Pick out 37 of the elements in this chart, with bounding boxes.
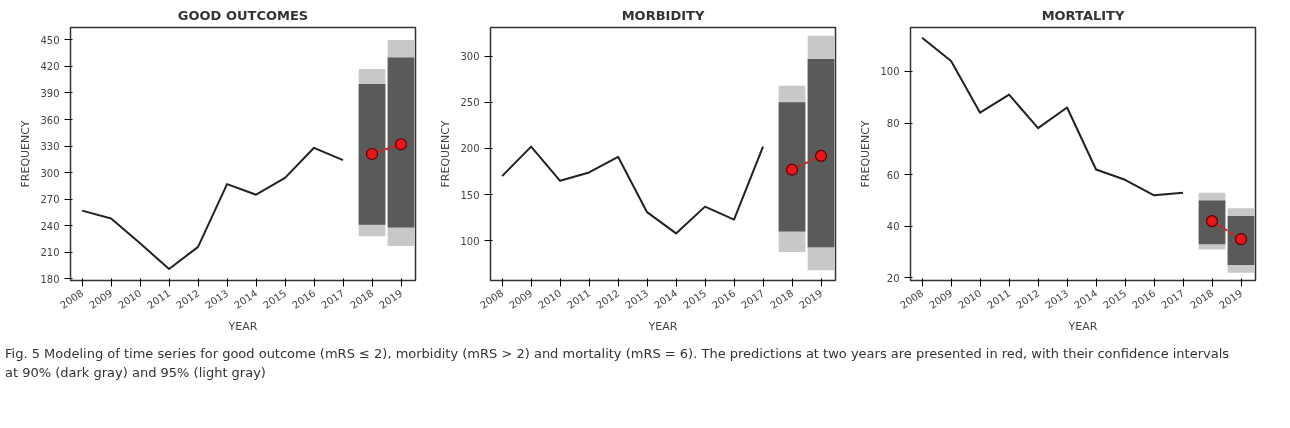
y-tick-label: 450 [40,34,60,46]
y-tick-label: 80 [886,118,900,130]
bar [778,102,806,232]
y-tick-label: 200 [460,143,480,155]
y-tick-label: 360 [40,114,60,126]
y-tick-label: 100 [460,235,480,247]
x-axis-title: YEAR [227,320,258,334]
chart-title: MORTALITY [1041,7,1125,23]
y-tick-label: 250 [460,97,480,109]
line-series [921,36,1185,197]
y-tick-label: 150 [460,189,480,201]
y-tick-label: 300 [460,51,480,63]
caption: Fig. 5 Modeling of time series for good outcome (mRS ≤ 2), morbidity (mRS > 2) and mortality (mRS = 6). The predictions at two years are presented in red, with their confidence intervals at 90% (dark gray) and 95% (light gray) [5,345,1231,382]
y-tick-label: 20 [886,272,900,284]
y-axis-title: FREQUENCY [19,120,33,188]
y-tick-label: 100 [880,66,900,78]
y-tick-label: 420 [40,61,60,73]
chart-title: MORBIDITY [621,7,705,23]
bar [387,57,415,228]
y-tick-label: 300 [40,167,60,179]
y-tick-label: 60 [886,169,900,181]
y-tick-label: 240 [40,220,60,232]
y-tick-label: 40 [886,221,900,233]
y-tick-label: 180 [40,273,60,285]
x-axis-title: YEAR [1067,320,1098,334]
chart-title: GOOD OUTCOMES [177,7,309,23]
bar [807,58,835,248]
y-tick-label: 210 [40,247,60,259]
y-axis-title: FREQUENCY [439,120,453,188]
y-tick-label: 330 [40,141,60,153]
line-series [501,145,765,235]
bar [358,84,386,225]
line-series [81,146,345,270]
y-axis-title: FREQUENCY [859,120,873,188]
x-axis-title: YEAR [647,320,678,334]
y-tick-label: 390 [40,87,60,99]
y-tick-label: 270 [40,194,60,206]
